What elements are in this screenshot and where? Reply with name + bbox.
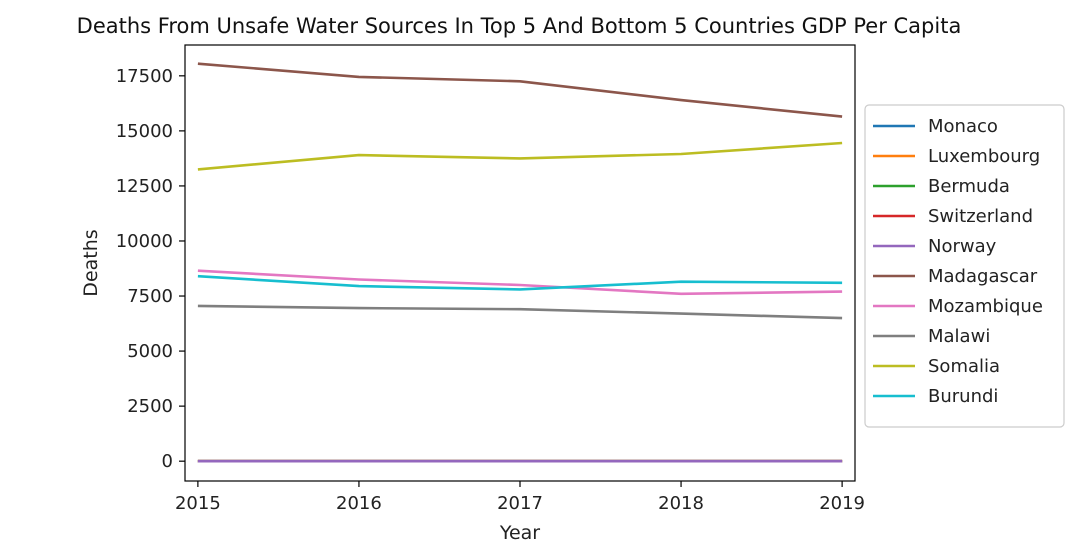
series-line-burundi [197, 274, 843, 291]
plot-area: 2015 2016 2017 2018 2019 0 2500 5000 7500 10000 12… [116, 44, 865, 514]
y-tick-label: 17500 [116, 66, 173, 87]
chart-title: Deaths From Unsafe Water Sources In Top … [77, 14, 962, 38]
y-tick-label: 7500 [127, 286, 173, 307]
legend-label-somalia: Somalia [928, 356, 1000, 377]
legend-label-madagascar: Madagascar [928, 266, 1038, 287]
y-tick-label: 12500 [116, 176, 173, 197]
legend-label-bermuda: Bermuda [928, 176, 1010, 197]
legend-label-malawi: Malawi [928, 326, 990, 347]
legend: Monaco Luxembourg Bermuda Switzerland Norway… [864, 104, 1065, 428]
y-tick-label: 10000 [116, 231, 173, 252]
x-tick-label: 2017 [497, 493, 543, 514]
series-line-mozambique [197, 269, 843, 296]
plot-frame [184, 44, 856, 482]
x-tick-label: 2016 [336, 493, 382, 514]
y-tick-label: 15000 [116, 121, 173, 142]
y-axis-label: Deaths [80, 229, 102, 296]
x-axis-label: Year [499, 522, 540, 544]
y-tick-label: 2500 [127, 396, 173, 417]
x-tick-label: 2019 [819, 493, 865, 514]
legend-label-burundi: Burundi [928, 386, 998, 407]
x-tick-label: 2018 [658, 493, 704, 514]
legend-label-norway: Norway [928, 236, 997, 257]
legend-label-monaco: Monaco [928, 116, 998, 137]
legend-label-switzerland: Switzerland [928, 206, 1033, 227]
y-tick-label: 0 [162, 451, 173, 472]
series-line-malawi [197, 304, 843, 320]
x-tick-label: 2015 [175, 493, 221, 514]
y-tick-label: 5000 [127, 341, 173, 362]
series-line-somalia [197, 141, 843, 171]
legend-label-luxembourg: Luxembourg [928, 146, 1040, 167]
series-line-madagascar [197, 62, 843, 118]
legend-label-mozambique: Mozambique [928, 296, 1043, 317]
